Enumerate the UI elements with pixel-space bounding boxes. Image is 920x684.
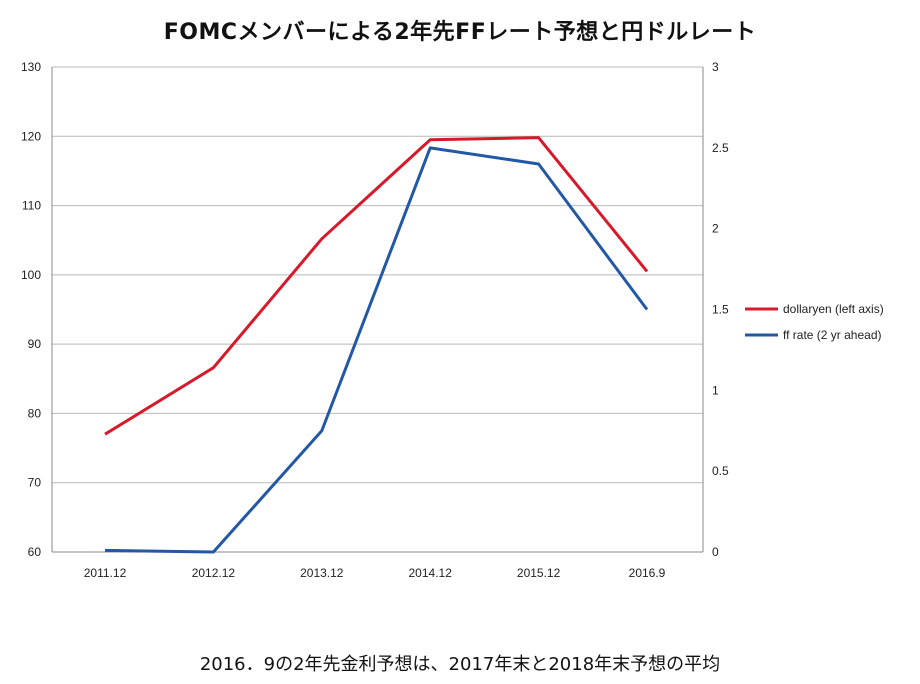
legend-label: ff rate (2 yr ahead) <box>783 328 882 342</box>
left-tick-label: 100 <box>21 268 41 282</box>
right-tick-label: 2.5 <box>712 141 729 155</box>
x-tick-label: 2015.12 <box>517 566 561 580</box>
x-tick-label: 2014.12 <box>409 566 453 580</box>
series-lines <box>104 136 649 554</box>
right-tick-label: 1 <box>712 383 719 397</box>
left-tick-label: 80 <box>28 406 42 420</box>
right-tick-label: 3 <box>712 60 719 74</box>
ff-rate-line <box>104 146 649 554</box>
right-tick-label: 0 <box>712 545 719 559</box>
axes <box>51 67 704 553</box>
legend-label: dollaryen (left axis) <box>783 302 884 316</box>
x-axis-ticks: 2011.12 2012.12 2013.12 2014.12 2015.12 2016.… <box>84 566 666 580</box>
legend: dollaryen (left axis) ff rate (2 yr ahead… <box>745 302 884 342</box>
left-tick-label: 130 <box>21 60 41 74</box>
x-tick-label: 2011.12 <box>84 566 127 580</box>
dollaryen-line <box>104 136 649 436</box>
right-tick-label: 2 <box>712 222 719 236</box>
right-tick-label: 0.5 <box>712 464 729 478</box>
right-tick-label: 1.5 <box>712 303 729 317</box>
chart-title: FOMCメンバーによる2年先FFレート予想と円ドルレート <box>163 20 757 45</box>
x-tick-label: 2012.12 <box>192 566 236 580</box>
chart-caption: 2016．9の2年先金利予想は、2017年末と2018年末予想の平均 <box>199 654 721 675</box>
x-tick-label: 2013.12 <box>300 566 344 580</box>
left-axis-ticks: 60 70 80 90 100 110 120 130 <box>21 60 41 559</box>
left-tick-label: 90 <box>28 337 42 351</box>
x-tick-label: 2016.9 <box>629 566 666 580</box>
grid-lines <box>52 66 703 553</box>
left-tick-label: 110 <box>22 199 41 213</box>
left-tick-label: 120 <box>21 129 41 143</box>
right-axis-ticks: 0 0.5 1 1.5 2 2.5 3 <box>712 60 729 559</box>
left-tick-label: 60 <box>28 545 42 559</box>
left-tick-label: 70 <box>28 476 42 490</box>
